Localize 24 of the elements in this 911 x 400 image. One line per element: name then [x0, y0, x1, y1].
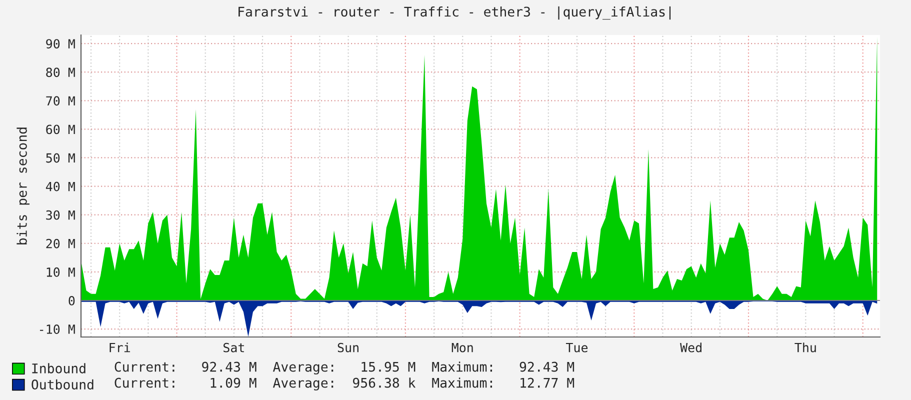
chart-title: Fararstvi - router - Traffic - ether3 - |query_ifAlias| [238, 6, 671, 20]
y-tick-label: -10 M [40, 324, 75, 334]
legend-label: Outbound [32, 379, 94, 390]
y-tick-label: 70 M [46, 96, 75, 106]
x-tick-label: Mon [452, 343, 473, 352]
text: Current: 92.43 M Average: 15.95 M Maximum: 92.43 M [114, 362, 574, 374]
y-tick-label: 20 M [46, 238, 75, 248]
y-tick-label: 30 M [46, 210, 75, 220]
y-tick-label: 10 M [46, 267, 75, 277]
y-tick-label: 40 M [46, 182, 75, 192]
x-tick-label: Thu [794, 342, 816, 352]
x-tick-label: Fri [110, 342, 130, 352]
text: Current: 1.09 M Average: 956.38 k Maximum: 12.77 M [114, 378, 574, 390]
y-tick-label: 50 M [46, 153, 75, 163]
x-tick-label: Wed [680, 342, 702, 352]
y-tick-label: 60 M [46, 124, 75, 134]
x-tick-label: Sun [338, 342, 358, 352]
y-axis-title: bits per second [16, 128, 30, 244]
x-tick-label: Sat [224, 342, 244, 352]
y-tick-label: 0 [68, 296, 75, 306]
y-tick-label: 90 M [46, 39, 75, 49]
y-tick-label: 80 M [46, 68, 75, 78]
x-tick-label: Tue [566, 343, 588, 352]
legend-label: Inbound [32, 363, 86, 374]
